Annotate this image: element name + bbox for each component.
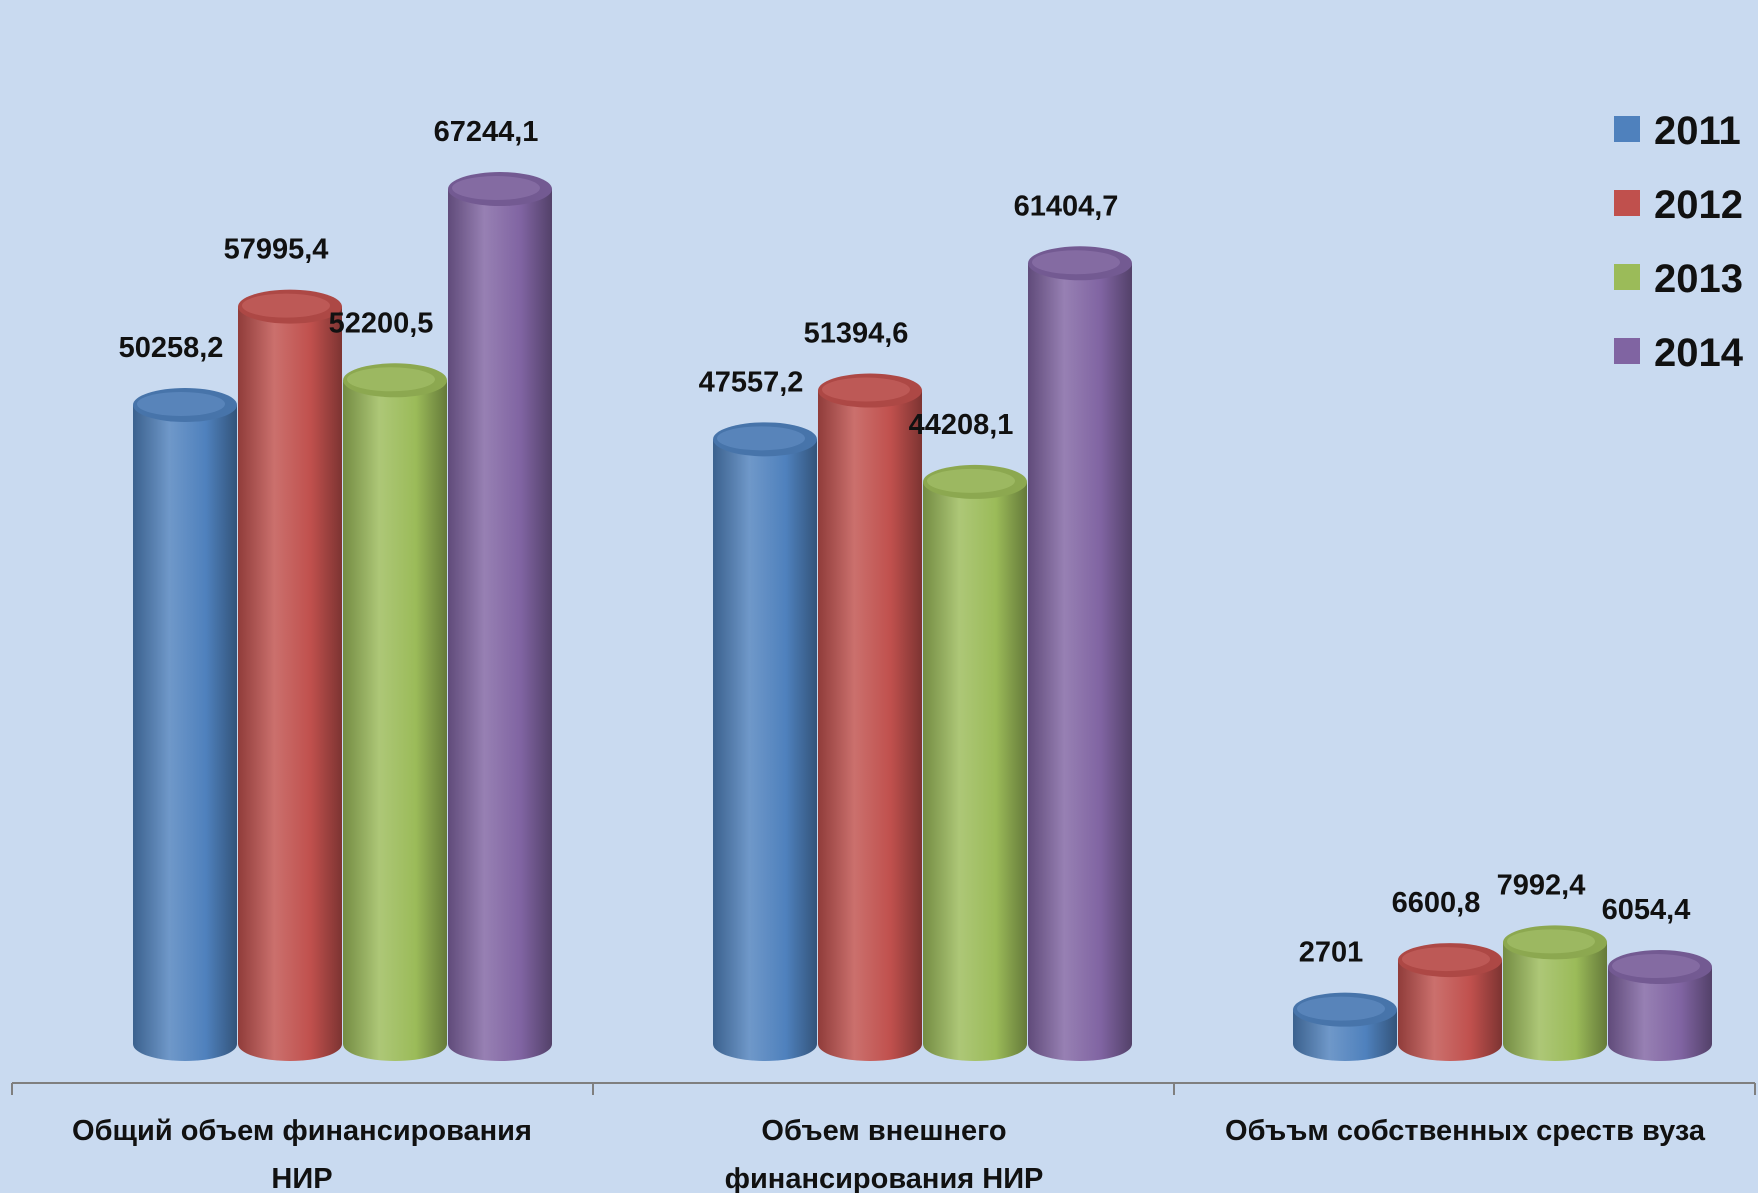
bar-2012-3 [1398, 943, 1502, 1061]
bar-cap-highlight [927, 468, 1015, 493]
bar-body [1608, 967, 1712, 1061]
bar-body [923, 481, 1027, 1061]
legend-item-2011: 2011 [1614, 109, 1741, 153]
data-label: 2701 [1299, 937, 1364, 969]
bar-2011-1 [133, 388, 237, 1061]
data-label: 61404,7 [1014, 190, 1119, 222]
bar-2012-2 [818, 373, 922, 1061]
x-tick-label: НИР [271, 1163, 332, 1193]
bar-2011-2 [713, 422, 817, 1061]
data-label: 51394,6 [804, 318, 909, 350]
data-label: 52200,5 [329, 307, 434, 339]
bar-2014-3 [1608, 950, 1712, 1061]
legend-item-2013: 2013 [1614, 257, 1743, 301]
legend: 2011 2012 2013 2014 [1614, 109, 1744, 375]
bar-body [238, 306, 342, 1062]
bar-body [448, 189, 552, 1061]
x-tick-label: Объъм собственных среств вуза [1225, 1115, 1706, 1147]
bar-cap-highlight [242, 293, 330, 318]
data-label: 57995,4 [224, 234, 329, 266]
bar-2013-2 [923, 464, 1027, 1061]
bar-cap-highlight [1402, 947, 1490, 972]
x-tick-label: Общий объем финансирования [72, 1115, 532, 1147]
legend-item-2014: 2014 [1614, 331, 1744, 375]
bar-cap-highlight [717, 426, 805, 451]
bar-2014-1 [448, 172, 552, 1061]
bar-2011-3 [1293, 992, 1397, 1061]
legend-swatch [1614, 338, 1640, 364]
bar-cap-highlight [822, 377, 910, 402]
x-axis: Общий объем финансирования НИР Объем внешн… [11, 1082, 1756, 1193]
bar-cap-highlight [1507, 929, 1595, 954]
bar-body [1398, 960, 1502, 1061]
bar-body [1503, 942, 1607, 1061]
legend-label: 2011 [1654, 109, 1741, 153]
bar-cap-highlight [1032, 250, 1120, 275]
data-label: 7992,4 [1497, 869, 1586, 901]
legend-label: 2013 [1654, 257, 1743, 301]
x-tick-label: Объем внешнего [761, 1115, 1006, 1147]
legend-swatch [1614, 264, 1640, 290]
bar-2013-3 [1503, 925, 1607, 1061]
bar-2013-1 [343, 363, 447, 1061]
data-labels-layer: 50258,2 57995,4 52200,5 67244,1 47557,251394… [119, 116, 1691, 969]
legend-label: 2012 [1654, 183, 1743, 227]
data-label: 50258,2 [119, 332, 224, 364]
bar-cap-highlight [137, 392, 225, 417]
data-label: 67244,1 [434, 116, 539, 148]
data-label: 44208,1 [909, 409, 1014, 441]
bar-body [818, 390, 922, 1061]
bar-body [133, 405, 237, 1061]
bars-layer [133, 172, 1712, 1062]
data-label: 6600,8 [1392, 887, 1481, 919]
x-tick-label: финансирования НИР [725, 1163, 1044, 1193]
bar-cap-highlight [452, 176, 540, 201]
legend-swatch [1614, 116, 1640, 142]
data-label: 47557,2 [699, 366, 804, 398]
bar-cap-highlight [1612, 954, 1700, 979]
legend-swatch [1614, 190, 1640, 216]
bar-2014-2 [1028, 246, 1132, 1062]
bar-body [1028, 263, 1132, 1062]
bar-2012-1 [238, 289, 342, 1062]
bar-cap-highlight [1297, 996, 1385, 1021]
bar-body [343, 380, 447, 1061]
bar-body [713, 439, 817, 1061]
legend-item-2012: 2012 [1614, 183, 1743, 227]
data-label: 6054,4 [1602, 894, 1691, 926]
bar-cap-highlight [347, 367, 435, 392]
legend-label: 2014 [1654, 331, 1744, 375]
